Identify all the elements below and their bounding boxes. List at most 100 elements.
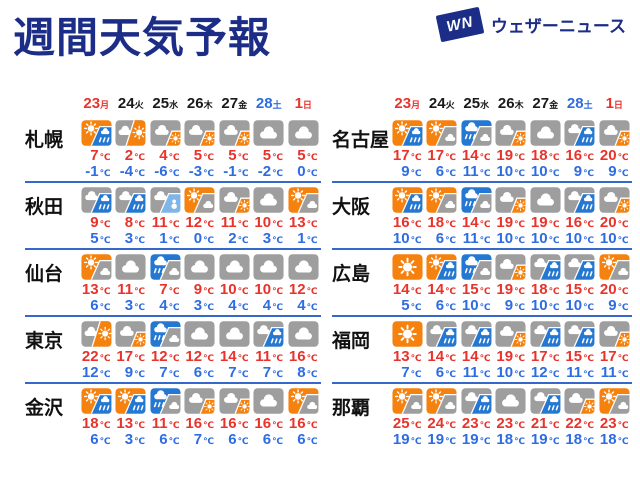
temp-unit: ℃ [272,152,283,162]
temp-unit: ℃ [479,219,491,229]
high-temp: 16 ℃ [392,214,422,231]
page-title: 週間天気予報 [13,14,272,61]
temp-unit: ℃ [583,369,594,379]
low-temp: 9 ℃ [608,297,629,314]
high-temp: 10 ℃ [254,281,283,298]
logo-mark-text: WN [444,13,475,36]
weather-icon-rainy-then-cloudy [461,254,492,280]
low-temp: 7 ℃ [159,364,180,381]
temp-unit: ℃ [203,286,214,296]
temp-unit: ℃ [410,436,422,446]
weather-icon-cloudy-then-rain [115,187,146,213]
temp-unit: ℃ [272,168,283,178]
day-forecast-cell: 17 ℃ 11 ℃ [597,320,632,382]
city-forecast-row: 福岡 13 ℃ 7 ℃ 14 ℃ 6 ℃ 14 ℃ 11 ℃ 19 ℃ 10 ℃ 17 ℃ 12 ℃ 15 ℃ 11 ℃ 17 ℃ 1… [332,317,632,384]
day-forecast-cell: 17 ℃ 9 ℃ [114,320,149,382]
temp-unit: ℃ [479,235,491,245]
date-number: 27 [221,95,239,112]
high-temp: 14 ℃ [461,214,491,231]
high-temp: 5 ℃ [228,147,249,164]
day-forecast-cell: 19 ℃ 10 ℃ [494,186,529,248]
weather-icon-cloudy-partly-sunny [184,120,215,146]
temp-unit: ℃ [99,168,111,178]
temp-unit: ℃ [134,420,145,430]
temp-unit: ℃ [203,420,214,430]
weather-icon-cloudy-partly-sunny [495,187,526,213]
day-forecast-cell: 15 ℃ 10 ℃ [563,253,598,315]
low-temp: 7 ℃ [228,364,249,381]
temp-unit: ℃ [237,302,249,312]
day-forecast-cell: 14 ℃ 6 ℃ [425,320,460,382]
day-forecast-cell: 17 ℃ 6 ℃ [425,119,460,181]
low-temp: 5 ℃ [90,230,111,247]
day-forecast-cell: 22 ℃ 18 ℃ [563,387,598,451]
high-temp: 13 ℃ [116,415,145,432]
temp-unit: ℃ [237,369,249,379]
temp-unit: ℃ [237,168,249,178]
day-forecast-cell: 16 ℃ 7 ℃ [183,387,218,451]
day-forecast-cell: 19 ℃ 10 ℃ [494,320,529,382]
high-temp: 19 ℃ [496,147,525,164]
weather-icon-cloudy [115,254,146,280]
temp-unit: ℃ [617,302,629,312]
temp-unit: ℃ [168,369,180,379]
high-temp: 11 ℃ [117,281,145,298]
temp-unit: ℃ [168,152,180,162]
temp-unit: ℃ [306,420,318,430]
weather-icon-cloudy-then-snow [150,187,181,213]
temp-unit: ℃ [514,235,525,245]
day-forecast-cell: 20 ℃ 9 ℃ [597,253,632,315]
temp-unit: ℃ [445,219,456,229]
high-temp: 19 ℃ [496,348,525,365]
date-cell: 27金 [528,95,563,113]
low-temp: 8 ℃ [297,364,318,381]
temp-unit: ℃ [237,152,249,162]
day-forecast-cell: 23 ℃ 18 ℃ [494,387,529,451]
city-forecast-row: 札幌 7 ℃ -1 ℃ 2 ℃ -4 ℃ 4 ℃ -6 ℃ 5 ℃ -3 ℃ 5 ℃ -1 ℃ 5 ℃ -2 ℃ 5 ℃ 0 ℃ [25,116,321,183]
temp-unit: ℃ [410,353,422,363]
low-temp: 9 ℃ [401,163,422,180]
temp-unit: ℃ [479,420,491,430]
temp-unit: ℃ [203,353,214,363]
temp-unit: ℃ [134,235,145,245]
weather-icon-cloudy [184,254,215,280]
temp-unit: ℃ [99,420,111,430]
date-cell: 26木 [183,95,218,113]
weather-icon-cloudy [253,120,284,146]
day-forecast-cell: 10 ℃ 4 ℃ [217,253,252,315]
low-temp: 1 ℃ [297,230,318,247]
low-temp: 6 ℃ [228,431,249,448]
weather-icon-sunny-then-rain [426,254,457,280]
low-temp: 19 ℃ [461,431,491,448]
temp-unit: ℃ [445,168,456,178]
day-forecast-cell: 17 ℃ 12 ℃ [528,320,563,382]
weather-icon-cloudy-partly-sunny [219,120,250,146]
high-temp: 5 ℃ [262,147,283,164]
day-forecast-cell: 12 ℃ 6 ℃ [183,320,218,382]
date-cell: 1日 [286,95,321,113]
high-temp: 16 ℃ [254,415,283,432]
temp-unit: ℃ [514,168,525,178]
temp-unit: ℃ [479,369,491,379]
low-temp: 18 ℃ [565,431,594,448]
high-temp: 2 ℃ [124,147,145,164]
low-temp: 10 ℃ [496,230,525,247]
high-temp: 7 ℃ [159,281,180,298]
temp-unit: ℃ [583,219,594,229]
low-temp: 9 ℃ [573,163,594,180]
temp-unit: ℃ [168,420,180,430]
temp-unit: ℃ [168,168,180,178]
temp-unit: ℃ [514,302,525,312]
city-name: 福岡 [332,331,371,352]
high-temp: 14 ℃ [427,281,456,298]
temp-unit: ℃ [99,436,111,446]
low-temp: 19 ℃ [530,431,560,448]
high-temp: 17 ℃ [116,348,145,365]
high-temp: 14 ℃ [219,348,249,365]
temp-unit: ℃ [134,302,145,312]
temp-unit: ℃ [168,235,180,245]
date-header-row: 23月 24火 25水 26木 27金 28土 1日 [25,86,321,116]
temp-unit: ℃ [445,152,456,162]
date-number: 24 [117,95,135,112]
weather-icon-cloudy [253,388,284,414]
